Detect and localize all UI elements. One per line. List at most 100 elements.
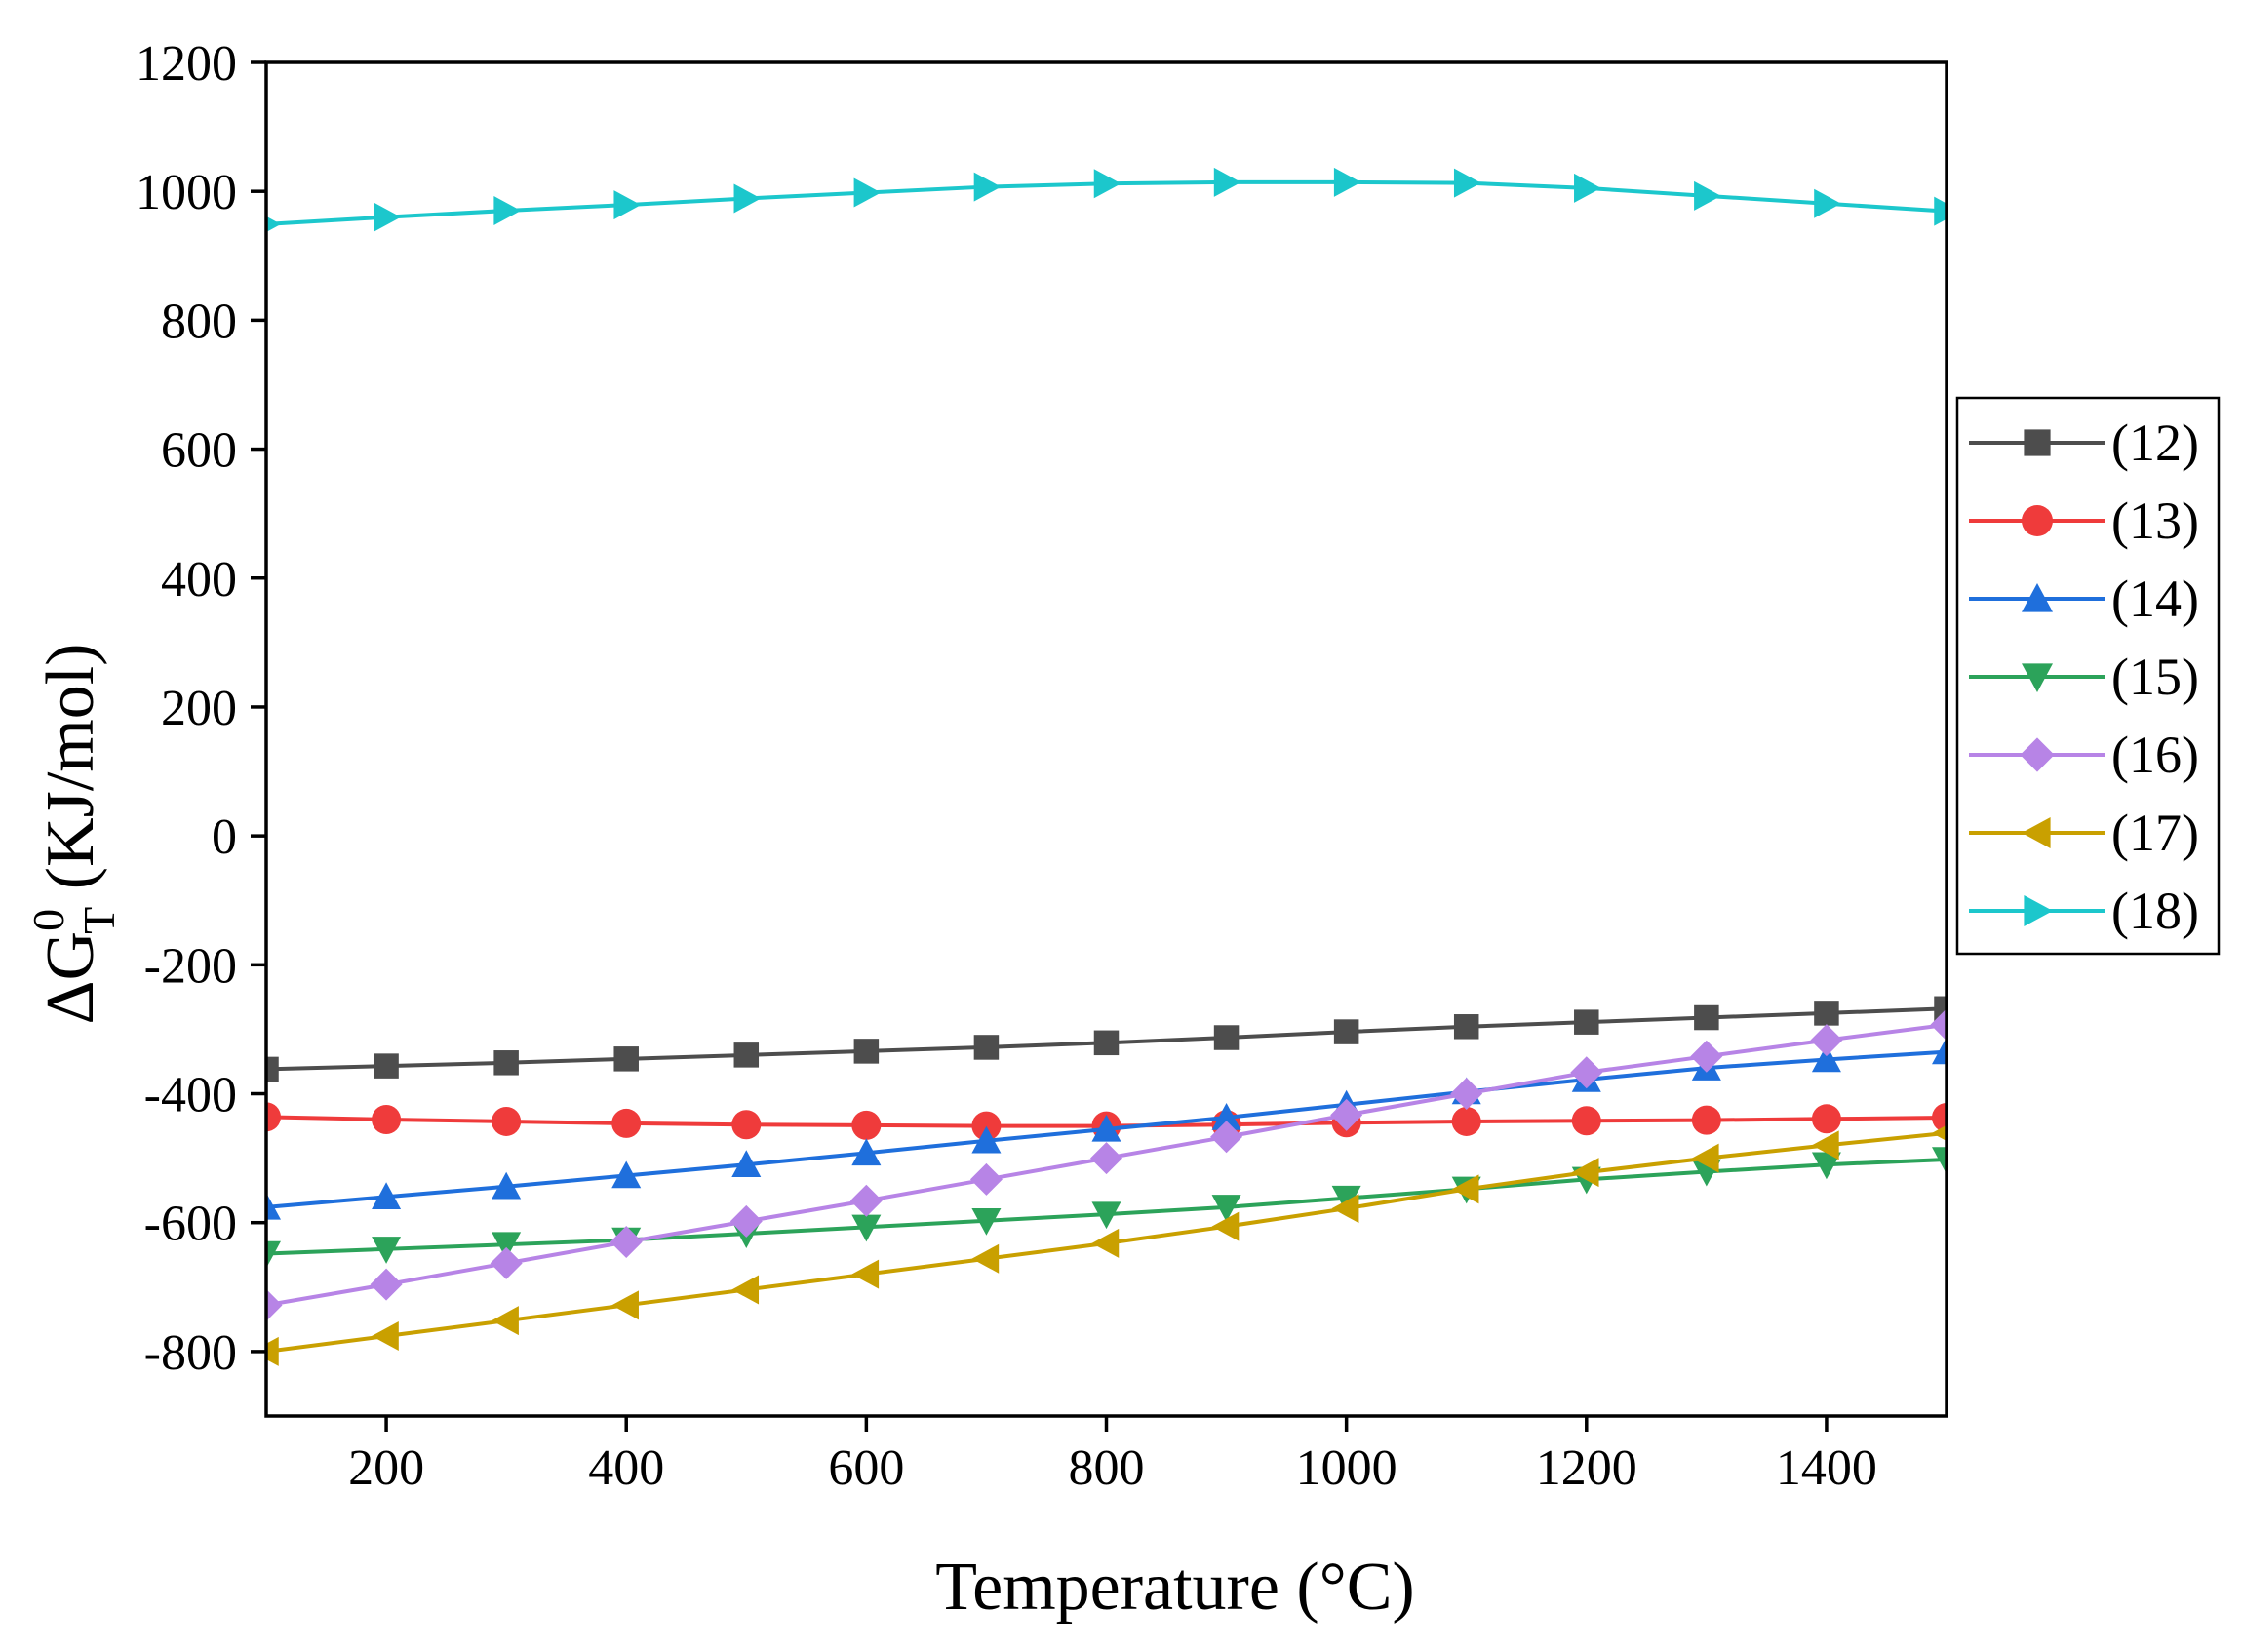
data-point-s3-6 (971, 1207, 1002, 1236)
data-point-s4-2 (490, 1246, 523, 1279)
series-group (266, 167, 1947, 1366)
x-tick-label: 600 (828, 1440, 904, 1496)
y-tick-label: 400 (161, 552, 237, 608)
y-tick-label: 800 (161, 294, 237, 349)
data-point-s4-14 (1930, 1008, 1947, 1042)
data-point-s6-4 (733, 183, 762, 214)
data-point-s4-12 (1690, 1040, 1723, 1073)
data-point-s2-2 (492, 1171, 522, 1200)
legend-label-6: (18) (2111, 882, 2199, 940)
y-tick-label: -200 (144, 938, 237, 994)
x-axis-title: Temperature (°C) (935, 1550, 1414, 1625)
data-point-s5-8 (1211, 1211, 1240, 1241)
data-point-s3-13 (1811, 1152, 1841, 1180)
data-point-s1-14 (1932, 1102, 1947, 1132)
legend-marker-0 (2024, 429, 2051, 456)
data-point-s6-14 (1934, 196, 1947, 226)
data-point-s1-4 (731, 1110, 762, 1140)
data-point-s0-2 (493, 1050, 519, 1076)
x-tick-label: 800 (1069, 1440, 1145, 1496)
data-point-s0-3 (613, 1046, 639, 1072)
data-point-s3-8 (1211, 1195, 1241, 1222)
data-point-s4-0 (266, 1288, 283, 1321)
y-tick-label: 1200 (136, 36, 237, 92)
data-point-s4-3 (610, 1226, 643, 1259)
data-point-s2-3 (611, 1160, 642, 1189)
data-point-s6-5 (853, 177, 882, 208)
legend-marker-4 (2020, 737, 2055, 772)
legend-label-4: (16) (2111, 726, 2199, 784)
data-point-s5-11 (1571, 1158, 1599, 1188)
x-tick-label: 1200 (1536, 1440, 1637, 1496)
data-point-s1-10 (1451, 1106, 1481, 1136)
x-tick-label: 1400 (1776, 1440, 1877, 1496)
data-point-s1-11 (1571, 1106, 1601, 1136)
data-point-s4-8 (1210, 1121, 1243, 1154)
data-point-s5-13 (1811, 1130, 1839, 1160)
data-point-s0-13 (1814, 1001, 1839, 1026)
data-point-s5-3 (611, 1290, 639, 1320)
data-point-s0-12 (1694, 1004, 1719, 1031)
legend-marker-5 (2022, 817, 2051, 848)
data-point-s3-1 (372, 1237, 402, 1264)
data-point-s3-0 (266, 1240, 281, 1269)
data-point-s1-3 (611, 1108, 642, 1138)
data-point-s0-5 (853, 1039, 880, 1064)
data-point-s0-6 (973, 1035, 1000, 1060)
data-point-s6-2 (493, 196, 522, 226)
data-point-s3-9 (1331, 1185, 1361, 1213)
legend-marker-1 (2022, 505, 2053, 536)
data-point-s5-12 (1691, 1143, 1719, 1173)
data-point-s3-5 (851, 1214, 882, 1242)
data-point-s2-0 (266, 1192, 281, 1220)
data-point-s0-10 (1453, 1014, 1479, 1040)
data-point-s1-0 (266, 1102, 281, 1132)
data-point-s1-1 (372, 1104, 402, 1134)
data-point-s2-5 (851, 1138, 882, 1166)
legend-marker-3 (2022, 663, 2053, 692)
data-point-s2-13 (1811, 1044, 1841, 1073)
y-tick-label: -600 (144, 1197, 237, 1252)
data-point-s6-12 (1694, 180, 1721, 211)
data-point-s2-6 (971, 1125, 1002, 1154)
y-tick-label: 0 (212, 809, 237, 865)
data-point-s6-7 (1093, 169, 1122, 199)
data-point-s1-12 (1691, 1105, 1721, 1135)
x-tick-label: 200 (348, 1440, 424, 1496)
data-point-s0-8 (1213, 1025, 1240, 1050)
data-point-s6-11 (1574, 173, 1601, 203)
data-point-s6-6 (973, 172, 1002, 202)
data-point-s2-8 (1211, 1102, 1241, 1130)
data-point-s2-1 (372, 1182, 402, 1210)
data-point-s1-5 (851, 1110, 882, 1140)
legend-marker-6 (2024, 895, 2053, 926)
data-point-s2-7 (1091, 1114, 1122, 1142)
data-point-s0-0 (266, 1056, 279, 1082)
data-point-s4-7 (1090, 1142, 1122, 1175)
legend-label-1: (13) (2111, 492, 2199, 550)
data-point-s4-5 (849, 1184, 883, 1217)
data-point-s5-14 (1932, 1124, 1947, 1141)
data-point-s6-1 (374, 202, 402, 232)
data-point-s6-13 (1814, 188, 1841, 218)
y-tick-label: 1000 (136, 165, 237, 220)
legend-label-5: (17) (2111, 804, 2199, 862)
y-tick-label: 600 (161, 423, 237, 479)
data-point-s0-7 (1093, 1030, 1120, 1056)
data-point-s4-6 (969, 1162, 1003, 1196)
data-point-s0-4 (733, 1042, 760, 1068)
data-point-s6-0 (266, 216, 281, 233)
data-point-s5-9 (1331, 1194, 1359, 1224)
data-point-s5-4 (731, 1275, 760, 1305)
data-point-s1-13 (1811, 1104, 1841, 1134)
data-point-s4-11 (1570, 1056, 1603, 1089)
data-point-s3-7 (1091, 1201, 1122, 1230)
data-point-s4-9 (1330, 1098, 1363, 1131)
data-point-s5-0 (266, 1336, 279, 1366)
data-point-s5-5 (851, 1259, 880, 1289)
data-point-s6-3 (613, 190, 642, 220)
data-point-s5-10 (1451, 1174, 1479, 1204)
data-point-s5-2 (492, 1306, 519, 1336)
data-point-s0-11 (1574, 1009, 1599, 1035)
